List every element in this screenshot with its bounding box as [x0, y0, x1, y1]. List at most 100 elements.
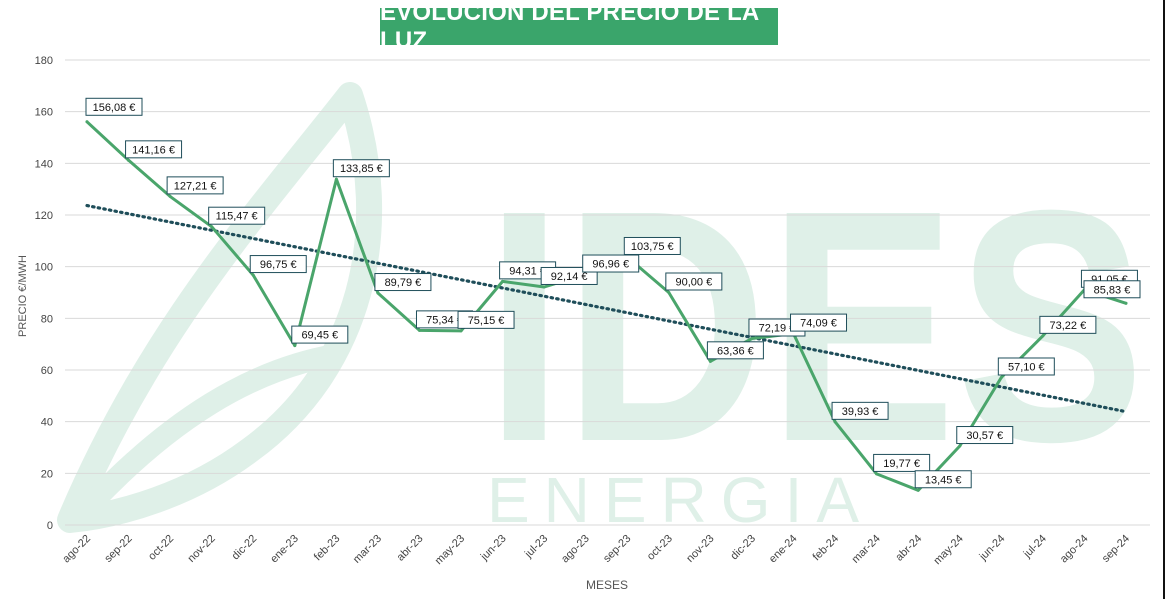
data-point — [501, 279, 505, 283]
data-label-box — [457, 310, 515, 329]
data-label-box — [1039, 315, 1097, 334]
data-labels: 156,08 € 141,16 € 127,21 € 115,47 € 96,75 € 6… — [85, 97, 1141, 489]
x-tick-label: may-24 — [931, 533, 965, 567]
data-label-text: 103,75 € — [631, 241, 674, 253]
x-tick-label: ene-24 — [767, 533, 800, 566]
data-point — [459, 329, 463, 333]
data-label: 30,57 € — [956, 426, 1014, 445]
data-label: 103,75 € — [623, 236, 681, 255]
data-label-text: 133,85 € — [340, 163, 383, 175]
data-label-text: 69,45 € — [301, 330, 338, 342]
data-label-box — [291, 325, 349, 344]
data-point — [127, 158, 131, 162]
data-label: 141,16 € — [125, 140, 183, 159]
data-point — [667, 291, 671, 294]
data-point — [334, 177, 338, 181]
data-point — [85, 120, 89, 124]
data-label-text: 39,93 € — [842, 406, 879, 418]
data-label-text: 96,96 € — [592, 259, 629, 271]
x-tick-label: nov-23 — [684, 533, 716, 565]
data-point — [251, 273, 255, 277]
chart-title-box: EVOLUCION DEL PRECIO DE LA LUZ — [380, 0, 778, 54]
data-label: 85,83 € — [1083, 280, 1141, 299]
data-point — [833, 420, 837, 424]
x-tick-label: feb-23 — [312, 533, 343, 564]
data-label-text: 115,47 € — [216, 211, 258, 223]
data-label: 89,79 € — [374, 273, 432, 292]
data-point — [999, 375, 1003, 379]
x-tick-label: jun-23 — [478, 533, 509, 564]
data-point — [168, 194, 172, 198]
data-label-box — [997, 357, 1055, 376]
x-tick-label: oct-23 — [645, 533, 675, 563]
data-label: 75,15 € — [457, 310, 515, 329]
trendline-layer — [85, 203, 1128, 414]
data-label-text: 63,36 € — [717, 345, 754, 357]
data-point — [875, 472, 879, 476]
data-label: 69,45 € — [291, 325, 349, 344]
data-label-box — [1083, 280, 1141, 299]
y-tick-label: 160 — [35, 107, 53, 119]
data-label: 156,08 € — [85, 97, 143, 116]
x-tick-label: jul-23 — [522, 533, 550, 561]
data-label-text: 127,21 € — [174, 180, 217, 192]
data-label-text: 57,10 € — [1008, 361, 1045, 373]
trendline — [85, 203, 1128, 414]
data-point — [417, 328, 421, 332]
data-label-text: 85,83 € — [1094, 284, 1131, 296]
x-tick-label: sep-24 — [1100, 533, 1132, 565]
x-tick-label: ago-23 — [559, 533, 592, 566]
data-label-box — [249, 255, 307, 274]
data-label-text: 94,31 € — [509, 265, 546, 277]
data-label-text: 13,45 € — [925, 474, 962, 486]
data-label-box — [831, 401, 889, 420]
data-label-text: 74,09 € — [800, 318, 837, 330]
chart-title: EVOLUCION DEL PRECIO DE LA LUZ — [380, 0, 759, 54]
frame-border — [1163, 0, 1165, 599]
x-tick-label: dic-23 — [728, 533, 758, 563]
y-tick-label: 60 — [41, 365, 53, 377]
data-label-box — [873, 453, 931, 472]
data-label-text: 156,08 € — [93, 102, 136, 114]
y-tick-label: 140 — [35, 158, 53, 170]
data-label-box — [85, 97, 143, 116]
x-tick-label: sep-23 — [601, 533, 633, 565]
data-label: 13,45 € — [914, 470, 972, 489]
x-tick-label: sep-22 — [102, 533, 134, 565]
leaf-watermark-icon — [57, 82, 383, 533]
x-tick-label: ene-23 — [268, 533, 301, 566]
data-label-box — [374, 273, 432, 292]
data-label-text: 75,34 € — [426, 314, 463, 326]
y-axis: 0 20 40 60 80 100 120 140 160 180 — [35, 55, 53, 532]
data-label: 39,93 € — [831, 401, 889, 420]
x-tick-label: abr-24 — [893, 533, 924, 564]
data-point — [750, 337, 754, 341]
data-label: 96,75 € — [249, 255, 307, 274]
data-label-text: 19,77 € — [883, 458, 920, 470]
data-label-text: 92,14 € — [551, 271, 588, 283]
data-point — [1124, 301, 1128, 305]
x-axis-label: MESES — [586, 578, 628, 592]
data-label: 57,10 € — [997, 357, 1055, 376]
x-axis: ago-22 sep-22 oct-22 nov-22 dic-22 ene-23 feb-… — [60, 533, 1132, 567]
data-label: 73,22 € — [1039, 315, 1097, 334]
y-tick-label: 80 — [41, 313, 53, 325]
x-tick-label: ago-24 — [1058, 533, 1091, 566]
x-tick-label: mar-23 — [351, 533, 384, 566]
data-label: 63,36 € — [706, 341, 764, 360]
data-label-text: 73,22 € — [1050, 320, 1087, 332]
data-label: 96,96 € — [582, 254, 640, 273]
data-label-text: 72,19 € — [759, 323, 796, 335]
data-label-text: 89,79 € — [385, 277, 422, 289]
x-tick-label: jun-24 — [977, 533, 1008, 564]
data-label-box — [125, 140, 183, 159]
y-tick-label: 180 — [35, 55, 53, 67]
data-point — [708, 359, 712, 363]
data-label: 19,77 € — [873, 453, 931, 472]
data-label-box — [208, 206, 266, 225]
data-label-box — [582, 254, 640, 273]
data-label-text: 96,75 € — [260, 259, 297, 271]
data-point — [958, 444, 962, 448]
